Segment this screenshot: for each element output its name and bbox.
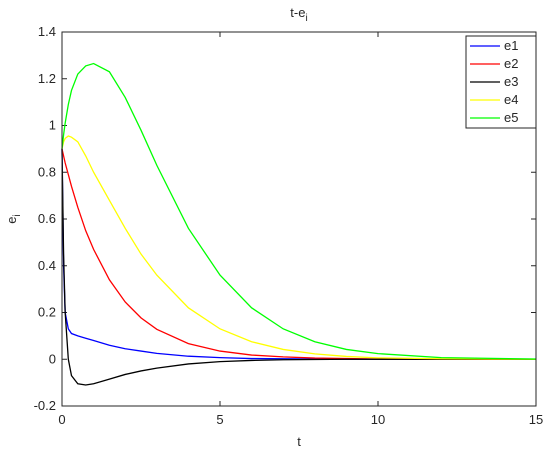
y-axis-label-text: e [4, 217, 19, 224]
y-axis-label: ei [4, 214, 23, 223]
series-line [61, 148, 536, 386]
y-tick-label: 1.2 [38, 71, 56, 86]
x-tick-label: 10 [371, 412, 385, 427]
x-tick-label: 5 [216, 412, 223, 427]
series-line [61, 62, 537, 360]
x-axis-label: t [297, 434, 301, 449]
y-tick-label: 0.4 [38, 258, 56, 273]
y-tick-label: 0 [49, 351, 56, 366]
axes-box [61, 31, 537, 407]
legend-label: e1 [504, 38, 518, 53]
plot-area [62, 32, 536, 406]
chart-title-text: t-e [290, 5, 305, 20]
y-tick-label: 0.6 [38, 211, 56, 226]
y-tick-label: 1.4 [38, 24, 56, 39]
legend-label: e2 [504, 56, 518, 71]
legend-label: e3 [504, 74, 518, 89]
y-tick-label: 0.2 [38, 305, 56, 320]
y-tick-label: 0.8 [38, 164, 56, 179]
x-tick-label: 0 [58, 412, 65, 427]
legend-box [465, 35, 537, 129]
chart-title-subscript: i [305, 13, 307, 24]
legend-label: e5 [504, 110, 518, 125]
x-tick-label: 15 [529, 412, 543, 427]
y-tick-label: -0.2 [34, 398, 56, 413]
series-line [61, 135, 537, 360]
legend-label: e4 [504, 92, 518, 107]
chart-title: t-ei [290, 5, 307, 24]
y-axis-label-subscript: i [12, 214, 23, 216]
y-tick-label: 1 [49, 118, 56, 133]
series-line [61, 148, 536, 360]
